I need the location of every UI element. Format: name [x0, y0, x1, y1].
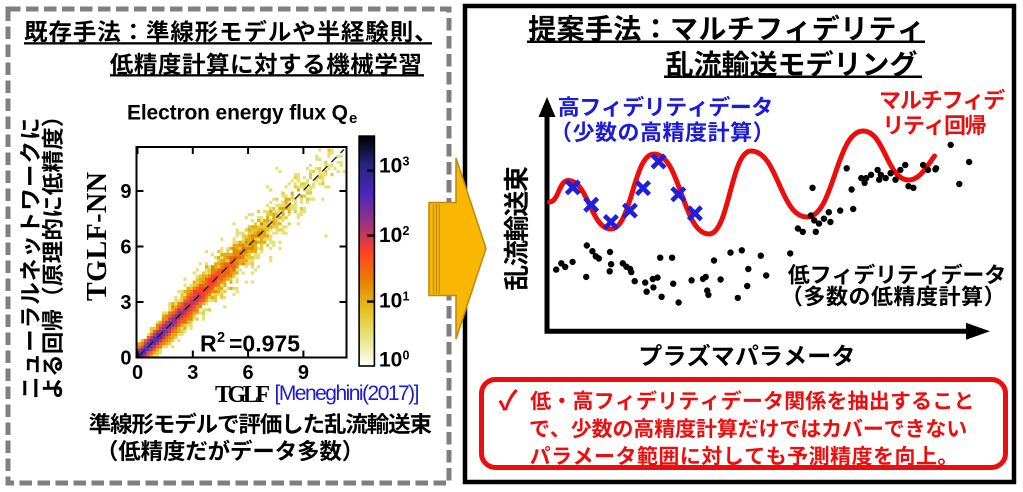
svg-text:6: 6	[243, 362, 254, 384]
svg-text:0: 0	[403, 349, 410, 363]
svg-text:10: 10	[379, 349, 402, 372]
svg-text:TGLF-NN: TGLF-NN	[82, 172, 113, 302]
svg-text:10: 10	[379, 224, 402, 247]
svg-text:10: 10	[379, 290, 402, 313]
svg-text:9: 9	[298, 362, 309, 384]
svg-text:3: 3	[120, 292, 131, 314]
svg-text:3: 3	[403, 155, 410, 169]
svg-text:0: 0	[132, 362, 143, 384]
svg-text:3: 3	[187, 362, 198, 384]
svg-text:6: 6	[120, 237, 131, 259]
svg-text:2: 2	[217, 330, 225, 346]
svg-text:0: 0	[120, 348, 131, 370]
svg-text:1: 1	[403, 290, 410, 304]
svg-text:[Meneghini(2017)]: [Meneghini(2017)]	[275, 382, 420, 405]
svg-text:R: R	[200, 331, 217, 357]
svg-text:e: e	[349, 110, 357, 127]
svg-text:9: 9	[120, 181, 131, 203]
svg-text:Electron energy flux Q: Electron energy flux Q	[127, 102, 348, 125]
svg-text:TGLF: TGLF	[215, 382, 270, 408]
svg-text:10: 10	[379, 155, 402, 178]
svg-text:=0.975: =0.975	[229, 331, 300, 357]
svg-text:2: 2	[403, 224, 410, 238]
